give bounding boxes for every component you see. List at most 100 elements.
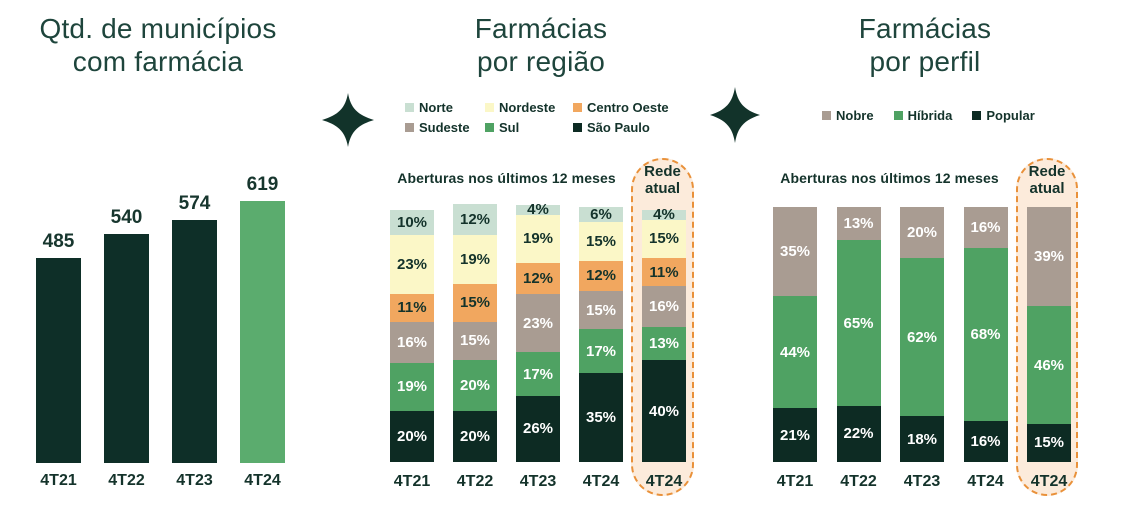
bar-group: 574 (172, 193, 217, 463)
segment-value-label: 11% (649, 263, 679, 281)
legend-swatch (573, 123, 582, 132)
segment-norte: 10% (390, 209, 434, 236)
bar-group: 485 (36, 231, 81, 463)
segment-value-label: 65% (843, 314, 874, 332)
stacked-column: 13% 65% 22% (836, 207, 881, 462)
segment-value-label: 22% (843, 425, 874, 443)
segment-value-label: 17% (585, 342, 617, 360)
legend-item-nobre: Nobre (822, 108, 874, 123)
segment-value-label: 15% (648, 230, 680, 248)
segment-centro-oeste: 11% (642, 258, 686, 287)
segment-norte: 12% (453, 204, 497, 236)
segment-value-label: 16% (970, 433, 1001, 451)
legend-label: Híbrida (907, 108, 953, 123)
segment-value-label: 23% (396, 255, 428, 273)
chart-perfil-legend: Nobre Híbrida Popular (822, 108, 1035, 123)
chart-perfil-categories: 4T21 4T22 4T23 4T24 4T24 (773, 473, 1071, 491)
segment-value-label: 21% (779, 426, 811, 444)
category-label: 4T21 (393, 473, 431, 490)
segment-popular: 15% (1027, 423, 1071, 462)
stacked-column: 10% 23% 11% 16% 19% 20% (390, 209, 434, 462)
segment-value-label: 6% (590, 206, 612, 224)
bar (36, 258, 81, 463)
segment-centro-oeste: 11% (390, 293, 434, 322)
chart-municipios-bars: 485 540 574 619 (36, 174, 285, 463)
legend-label: Centro Oeste (587, 100, 669, 115)
stacked-column: 35% 44% 21% (773, 207, 817, 462)
segment-nordeste: 15% (579, 222, 623, 261)
category-label: 4T24 (1030, 473, 1068, 490)
segment-value-label: 17% (522, 365, 554, 383)
segment-value-label: 46% (1033, 356, 1065, 374)
segment-norte: 4% (516, 201, 560, 218)
chart-municipios-title: Qtd. de municípios com farmácia (8, 12, 308, 78)
legend-label: Sudeste (419, 120, 470, 135)
segment-nobre: 13% (836, 207, 881, 241)
segment-sudeste: 16% (642, 286, 686, 327)
segment-nobre: 35% (773, 207, 817, 297)
stacked-column: 6% 15% 12% 15% 17% 35% (579, 206, 623, 462)
bar-value-label: 574 (178, 193, 211, 214)
bar-value-label: 485 (42, 231, 75, 252)
segment-nordeste: 15% (642, 219, 686, 259)
segment-nordeste: 23% (390, 235, 434, 294)
title-line-2: por região (476, 46, 606, 77)
segment-popular: 22% (836, 405, 881, 462)
stacked-column: 39% 46% 15% (1027, 207, 1071, 462)
segment-value-label: 39% (1033, 248, 1065, 266)
segment-sudeste: 15% (579, 291, 623, 330)
legend-item-popular: Popular (972, 108, 1035, 123)
legend-swatch (485, 103, 494, 112)
bar-value-label: 619 (246, 174, 279, 195)
segment-value-label: 19% (396, 378, 428, 396)
chart-regiao-group-heading: Aberturas nos últimos 12 meses (397, 170, 616, 186)
legend-swatch (405, 123, 414, 132)
segment-centro-oeste: 12% (516, 263, 560, 294)
chart-regiao-legend: Norte Nordeste Centro Oeste Sudeste Sul São P… (405, 100, 669, 135)
chart-perfil-title: Farmácias por perfil (775, 12, 1075, 78)
legend-swatch (893, 111, 903, 120)
rede-label-line-2: atual (644, 180, 680, 197)
segment-sul: 19% (390, 362, 434, 411)
legend-label: Norte (419, 100, 453, 115)
legend-label: Nobre (836, 108, 874, 123)
legend-item-sao-paulo: São Paulo (573, 120, 669, 135)
segment-value-label: 20% (459, 377, 491, 394)
bar (172, 220, 217, 463)
chart-municipios-categories: 4T21 4T22 4T23 4T24 (36, 472, 285, 490)
stacked-column: 12% 19% 15% 15% 20% 20% (453, 204, 497, 462)
bar (240, 201, 285, 463)
legend-swatch (573, 103, 582, 112)
legend-label: Nordeste (499, 100, 556, 115)
segment-nobre: 39% (1027, 207, 1071, 307)
legend-item-nordeste: Nordeste (485, 100, 573, 115)
legend-item-hibrida: Híbrida (893, 108, 953, 123)
segment-value-label: 20% (906, 224, 938, 242)
segment-norte: 4% (642, 206, 686, 223)
segment-value-label: 40% (648, 402, 680, 420)
legend-item-norte: Norte (405, 100, 485, 115)
segment-sudeste: 23% (516, 293, 560, 353)
category-label: 4T22 (840, 473, 877, 490)
bar (104, 234, 149, 463)
category-label: 4T22 (456, 473, 494, 490)
chart-regiao-bars: 10% 23% 11% 16% 19% 20% 12% 19% 15% 15% 20% 20% 4% 19… (390, 201, 686, 462)
legend-swatch (485, 123, 494, 132)
chart-perfil-bars: 35% 44% 21% 13% 65% 22% 20% 62% 18% 16% 68% 16% 39% 4… (773, 207, 1071, 462)
segment-nordeste: 19% (516, 214, 560, 264)
title-line-1: Farmácias (474, 13, 608, 44)
segment-value-label: 18% (906, 430, 938, 448)
category-label: 4T24 (582, 473, 620, 490)
segment-value-label: 15% (459, 294, 491, 312)
segment-value-label: 4% (653, 206, 675, 224)
rede-label-line-1: Rede (1028, 163, 1066, 180)
four-point-star-icon (710, 87, 760, 143)
chart-regiao-title: Farmácias por região (391, 12, 691, 78)
legend-label: Popular (986, 108, 1035, 123)
segment-sao-paulo: 20% (453, 411, 497, 462)
segment-value-label: 15% (585, 301, 617, 319)
segment-value-label: 19% (522, 230, 554, 248)
segment-value-label: 44% (779, 343, 811, 361)
segment-sao-paulo: 26% (516, 395, 560, 462)
category-label: 4T23 (176, 472, 213, 489)
